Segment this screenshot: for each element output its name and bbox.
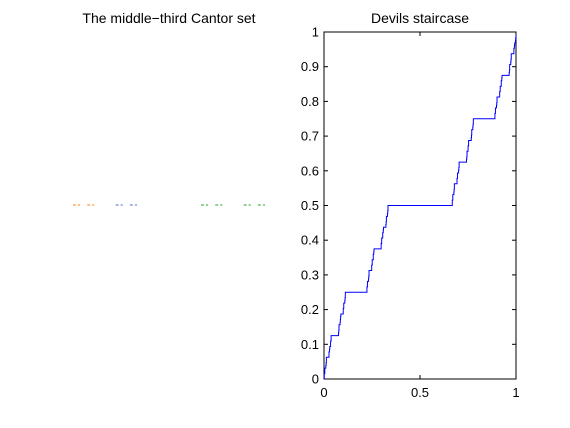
x-tick-label: 0.5: [411, 385, 429, 400]
y-tick-label: 0.8: [301, 94, 319, 109]
staircase-line: [323, 34, 517, 380]
x-axis-tick-labels: 0 0.5 1: [320, 385, 519, 400]
y-tick-label: 0.9: [301, 59, 319, 74]
y-tick-label: 0: [312, 372, 319, 387]
y-tick-label: 0.1: [301, 337, 319, 352]
y-tick-label: 1: [312, 25, 319, 40]
cantor-set-panel: The middle−third Cantor set: [73, 10, 265, 206]
y-tick-label: 0.5: [301, 198, 319, 213]
axis-ticks: [323, 31, 517, 380]
y-tick-label: 0.7: [301, 129, 319, 144]
y-axis-tick-labels: 0 0.1 0.2 0.3 0.4 0.5 0.6 0.7 0.8 0.9 1: [301, 25, 319, 387]
x-tick-label: 0: [320, 385, 327, 400]
y-tick-label: 0.6: [301, 163, 319, 178]
cantor-set-title: The middle−third Cantor set: [82, 10, 255, 26]
devils-staircase-title: Devils staircase: [371, 10, 469, 26]
devils-staircase-panel: Devils staircase 0 0.5 1 00.10.20.30.40.50…: [301, 10, 520, 400]
y-tick-label: 0.2: [301, 302, 319, 317]
x-tick-label: 1: [512, 385, 519, 400]
y-tick-label: 0.3: [301, 267, 319, 282]
y-tick-label: 0.4: [301, 233, 319, 248]
